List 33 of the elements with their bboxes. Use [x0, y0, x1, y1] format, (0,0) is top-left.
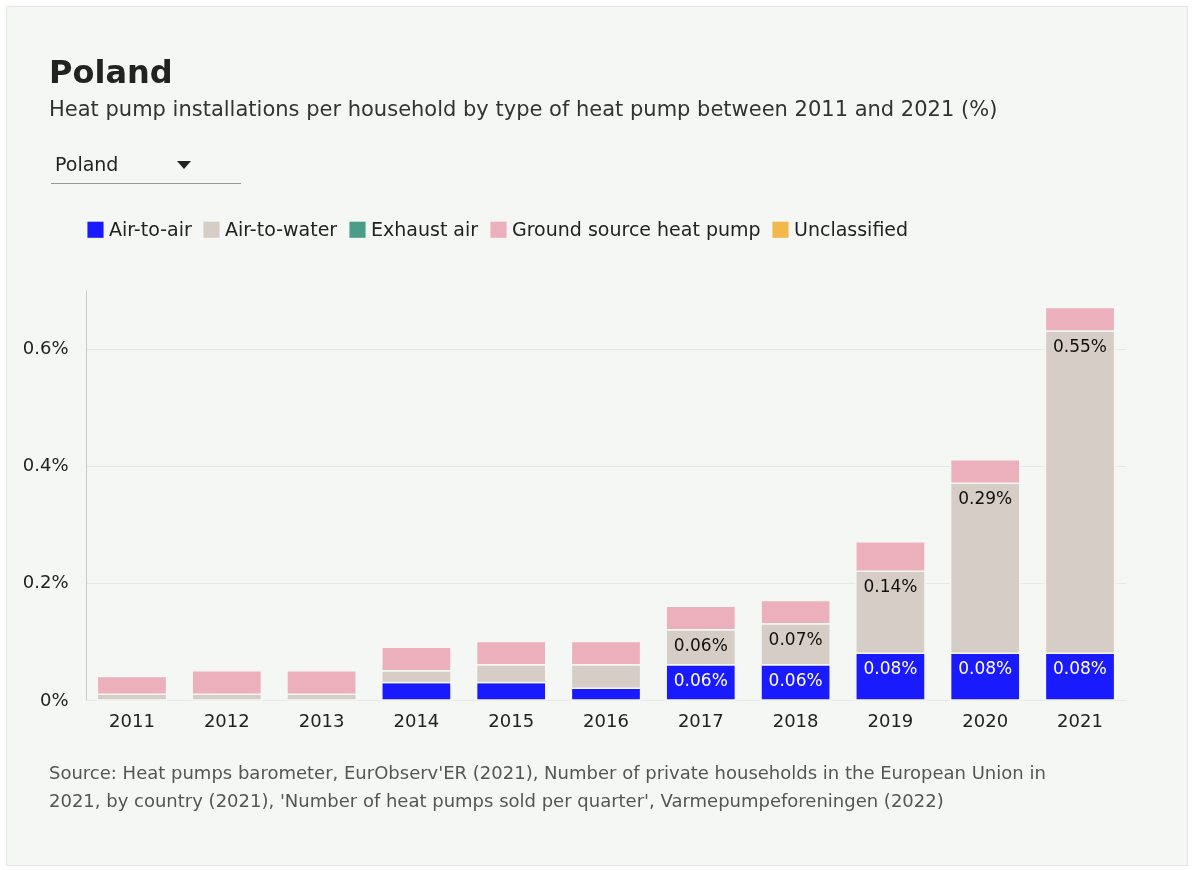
x-tick-label: 2013 — [298, 709, 345, 731]
chart-subtitle: Heat pump installations per household by type of heat pump between 2011 and 2021 (%) — [49, 97, 998, 121]
data-label: 0.29% — [958, 488, 1013, 509]
data-label: 0.06% — [673, 634, 728, 655]
data-label: 0.55% — [1053, 336, 1108, 356]
x-tick-label: 2017 — [677, 709, 724, 731]
x-tick-label: 2015 — [488, 709, 535, 731]
data-label: 0.08% — [863, 658, 918, 679]
legend-label: Air-to-air — [109, 217, 192, 240]
data-label: 0.14% — [863, 576, 918, 597]
legend-label: Unclassified — [794, 217, 909, 240]
data-label: 0.06% — [673, 669, 728, 690]
y-tick-label: 0% — [39, 688, 69, 710]
data-label: 0.06% — [768, 669, 823, 690]
x-tick-label: 2016 — [583, 709, 629, 731]
x-tick-label: 2011 — [109, 709, 155, 731]
legend-label: Ground source heat pump — [512, 217, 761, 240]
x-tick-label: 2014 — [393, 709, 440, 731]
data-label: 0.07% — [768, 628, 823, 649]
y-tick-label: 0.4% — [22, 454, 69, 476]
y-tick-label: 0.6% — [22, 337, 69, 359]
source-note: Source: Heat pumps barometer, EurObserv'ER (2021), Number of private households in the European Union in 2021, by country (2021), 'Number of heat pumps sold per quarter', Varmepumpeforeningen (2022) — [49, 761, 1047, 813]
x-tick-label: 2019 — [867, 709, 914, 731]
x-tick-label: 2020 — [962, 709, 1009, 731]
y-tick-label: 0.2% — [22, 571, 69, 593]
data-label: 0.08% — [1053, 658, 1108, 679]
x-tick-label: 2021 — [1057, 709, 1103, 731]
x-tick-label: 2012 — [203, 709, 250, 731]
legend-label: Air-to-water — [225, 217, 338, 240]
chart-title: Poland — [49, 53, 173, 91]
data-label: 0.08% — [958, 658, 1013, 679]
legend-label: Exhaust air — [371, 217, 479, 240]
x-tick-label: 2018 — [772, 709, 819, 731]
